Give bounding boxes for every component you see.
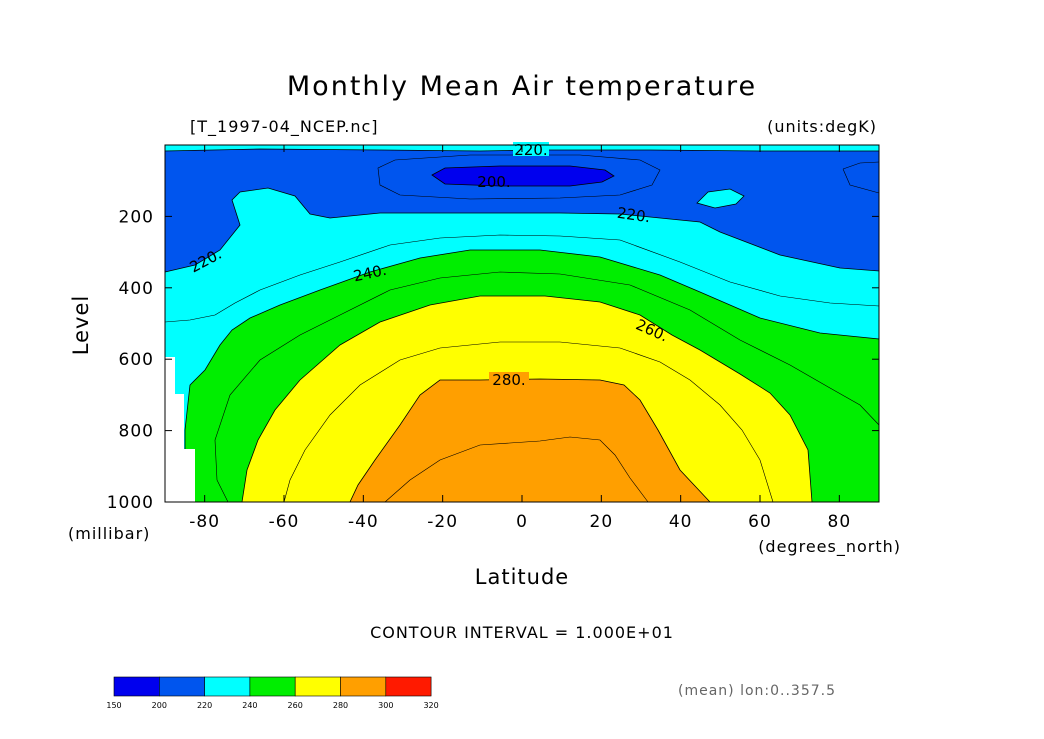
- band-200-220: [164, 148, 880, 273]
- y-tick-label: 600: [119, 350, 154, 370]
- band-280-300: [349, 378, 711, 503]
- mean-lon-note: (mean) lon:0..357.5: [678, 683, 836, 699]
- colorbar-swatch: [113, 676, 160, 697]
- x-axis-title: Latitude: [475, 565, 569, 589]
- colorbar-swatch: [204, 676, 251, 697]
- units-label: (units:degK): [767, 117, 877, 136]
- y-tick-label: 800: [119, 422, 154, 442]
- x-unit-label: (degrees_north): [758, 537, 901, 557]
- contour-interval-text: CONTOUR INTERVAL = 1.000E+01: [370, 623, 674, 642]
- colorbar-label: 300: [378, 701, 393, 710]
- y-tick-label: 400: [119, 279, 154, 299]
- x-tick-label: 80: [828, 512, 852, 532]
- colorbar-swatch: [249, 676, 296, 697]
- colorbar-label: 240: [242, 701, 257, 710]
- x-tick-label: 60: [748, 512, 772, 532]
- band-below-200: [431, 165, 615, 187]
- contour-label: 220.: [514, 141, 547, 159]
- colorbar: 150 200 220 240 260 280 300 320: [106, 676, 439, 710]
- y-tick-label: 200: [119, 207, 154, 227]
- contour-label: 280.: [492, 371, 525, 389]
- y-tick-label: 1000: [107, 493, 154, 513]
- x-tick-label: -40: [348, 512, 379, 532]
- y-axis-title: Level: [69, 295, 93, 355]
- x-tick-label: 20: [590, 512, 614, 532]
- y-unit-label: (millibar): [68, 524, 150, 543]
- colorbar-label: 150: [106, 701, 121, 710]
- x-tick-label: -80: [189, 512, 220, 532]
- chart-title: Monthly Mean Air temperature: [287, 71, 757, 102]
- contour-label: 200.: [477, 173, 510, 191]
- contour-label: 220.: [616, 204, 652, 226]
- file-label: [T_1997-04_NCEP.nc]: [190, 117, 379, 137]
- x-tick-label: -20: [427, 512, 458, 532]
- plot-area: [164, 145, 880, 503]
- x-tick-label: 0: [516, 512, 528, 532]
- colorbar-label: 260: [288, 701, 303, 710]
- y-axis: 200 400 600 800 1000: [107, 207, 879, 513]
- intermediate-contours: [164, 154, 880, 503]
- colorbar-label: 320: [423, 701, 438, 710]
- colorbar-swatch: [340, 676, 387, 697]
- colorbar-label: 200: [152, 701, 167, 710]
- colorbar-label: 220: [197, 701, 212, 710]
- band-220-240-blob: [696, 188, 745, 209]
- colorbar-label: 280: [333, 701, 348, 710]
- colorbar-swatch: [294, 676, 341, 697]
- colorbar-swatch: [385, 676, 432, 697]
- x-tick-label: -60: [269, 512, 300, 532]
- x-axis: -80 -60 -40 -20 0 20 40 60 80: [189, 145, 852, 532]
- x-tick-label: 40: [669, 512, 693, 532]
- missing-data-region: [165, 357, 195, 503]
- colorbar-swatch: [159, 676, 205, 697]
